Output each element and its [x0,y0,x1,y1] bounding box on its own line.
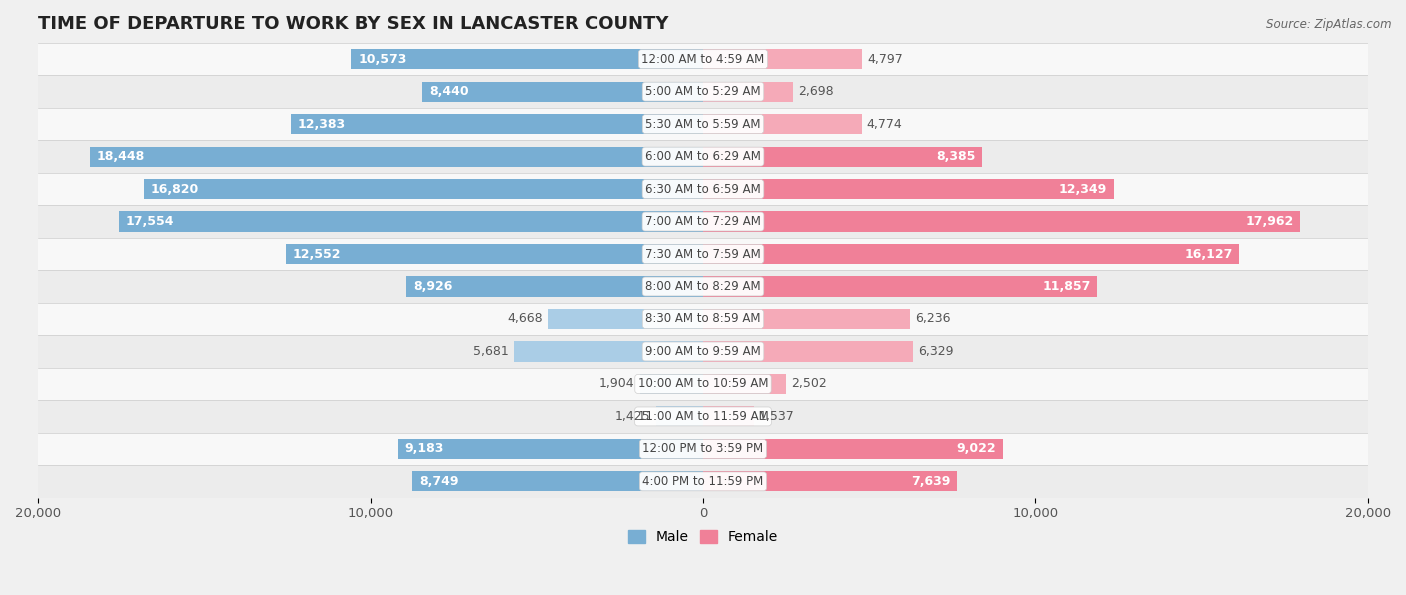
Bar [548,309,703,329]
Text: 12:00 PM to 3:59 PM: 12:00 PM to 3:59 PM [643,443,763,455]
Legend: Male, Female: Male, Female [623,525,783,550]
Bar [38,238,1368,270]
Bar [703,471,957,491]
Text: 6,329: 6,329 [918,345,953,358]
Bar [38,303,1368,335]
Bar [285,244,703,264]
Text: 8,749: 8,749 [419,475,458,488]
Text: 9:00 AM to 9:59 AM: 9:00 AM to 9:59 AM [645,345,761,358]
Bar [38,43,1368,76]
Bar [38,76,1368,108]
Text: 7:30 AM to 7:59 AM: 7:30 AM to 7:59 AM [645,248,761,261]
Text: 6:30 AM to 6:59 AM: 6:30 AM to 6:59 AM [645,183,761,196]
Text: 1,537: 1,537 [759,410,794,423]
Bar [38,173,1368,205]
Bar [291,114,703,134]
Text: 4,668: 4,668 [508,312,543,325]
Bar [703,439,1002,459]
Text: 2,502: 2,502 [792,377,827,390]
Bar [38,465,1368,497]
Text: 8,926: 8,926 [413,280,453,293]
Bar [38,335,1368,368]
Text: 8:00 AM to 8:29 AM: 8:00 AM to 8:29 AM [645,280,761,293]
Text: 11:00 AM to 11:59 AM: 11:00 AM to 11:59 AM [638,410,768,423]
Text: 5:00 AM to 5:29 AM: 5:00 AM to 5:29 AM [645,85,761,98]
Bar [515,342,703,362]
Bar [38,205,1368,238]
Bar [703,244,1239,264]
Text: 7:00 AM to 7:29 AM: 7:00 AM to 7:29 AM [645,215,761,228]
Bar [422,82,703,102]
Text: 8,385: 8,385 [936,150,976,163]
Bar [703,146,981,167]
Text: 17,962: 17,962 [1246,215,1294,228]
Bar [352,49,703,69]
Text: 1,425: 1,425 [614,410,651,423]
Text: 2,698: 2,698 [797,85,834,98]
Bar [703,114,862,134]
Text: 9,183: 9,183 [405,443,444,455]
Bar [38,140,1368,173]
Bar [120,211,703,231]
Bar [703,179,1114,199]
Text: 4:00 PM to 11:59 PM: 4:00 PM to 11:59 PM [643,475,763,488]
Text: 4,774: 4,774 [866,118,903,130]
Text: 5,681: 5,681 [474,345,509,358]
Bar [640,374,703,394]
Bar [38,368,1368,400]
Text: 8,440: 8,440 [429,85,468,98]
Text: 8:30 AM to 8:59 AM: 8:30 AM to 8:59 AM [645,312,761,325]
Bar [412,471,703,491]
Bar [703,82,793,102]
Bar [143,179,703,199]
Text: 9,022: 9,022 [956,443,997,455]
Text: 11,857: 11,857 [1042,280,1091,293]
Bar [703,406,754,427]
Bar [38,270,1368,303]
Bar [703,342,914,362]
Bar [398,439,703,459]
Text: 16,127: 16,127 [1184,248,1233,261]
Text: 12:00 AM to 4:59 AM: 12:00 AM to 4:59 AM [641,52,765,65]
Text: Source: ZipAtlas.com: Source: ZipAtlas.com [1267,18,1392,31]
Text: 5:30 AM to 5:59 AM: 5:30 AM to 5:59 AM [645,118,761,130]
Text: 12,349: 12,349 [1059,183,1107,196]
Text: 10:00 AM to 10:59 AM: 10:00 AM to 10:59 AM [638,377,768,390]
Bar [406,277,703,296]
Text: 6:00 AM to 6:29 AM: 6:00 AM to 6:29 AM [645,150,761,163]
Text: 7,639: 7,639 [911,475,950,488]
Text: 6,236: 6,236 [915,312,950,325]
Text: 12,383: 12,383 [298,118,346,130]
Bar [703,49,862,69]
Bar [90,146,703,167]
Text: 12,552: 12,552 [292,248,340,261]
Bar [38,433,1368,465]
Bar [703,374,786,394]
Text: 18,448: 18,448 [97,150,145,163]
Text: TIME OF DEPARTURE TO WORK BY SEX IN LANCASTER COUNTY: TIME OF DEPARTURE TO WORK BY SEX IN LANC… [38,15,669,33]
Bar [38,400,1368,433]
Bar [703,211,1301,231]
Bar [38,108,1368,140]
Text: 1,904: 1,904 [599,377,634,390]
Text: 17,554: 17,554 [127,215,174,228]
Text: 10,573: 10,573 [359,52,406,65]
Text: 4,797: 4,797 [868,52,903,65]
Bar [703,309,910,329]
Bar [655,406,703,427]
Text: 16,820: 16,820 [150,183,198,196]
Bar [703,277,1097,296]
